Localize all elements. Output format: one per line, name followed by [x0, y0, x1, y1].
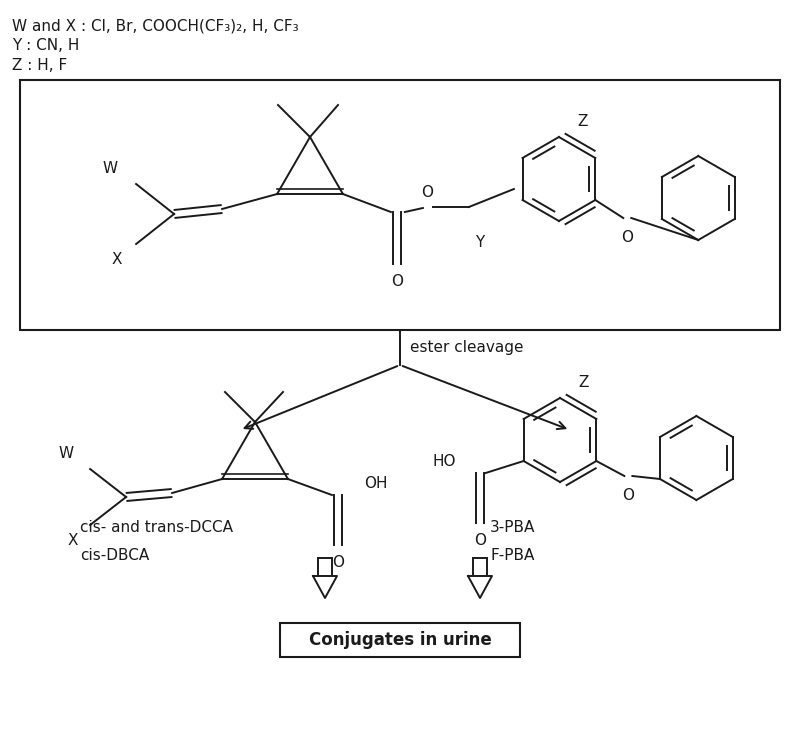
Text: HO: HO [432, 453, 456, 469]
FancyBboxPatch shape [473, 558, 487, 576]
Text: OH: OH [364, 475, 388, 491]
FancyBboxPatch shape [318, 558, 332, 576]
Text: 3-PBA: 3-PBA [490, 520, 535, 535]
Text: W and X : Cl, Br, COOCH(CF₃)₂, H, CF₃: W and X : Cl, Br, COOCH(CF₃)₂, H, CF₃ [12, 18, 299, 33]
Text: Z: Z [577, 114, 587, 129]
Polygon shape [313, 576, 337, 598]
Text: cis-DBCA: cis-DBCA [80, 548, 149, 563]
Polygon shape [468, 576, 492, 598]
Text: F-PBA: F-PBA [490, 548, 534, 563]
Text: Z: Z [578, 375, 589, 390]
Text: O: O [622, 230, 634, 245]
Text: W: W [59, 446, 74, 461]
Text: X: X [111, 252, 122, 267]
Text: cis- and trans-DCCA: cis- and trans-DCCA [80, 520, 233, 535]
Text: W: W [103, 161, 118, 176]
Text: Y: Y [475, 235, 484, 250]
Text: O: O [332, 555, 344, 570]
Text: O: O [622, 488, 634, 503]
FancyBboxPatch shape [280, 623, 520, 657]
Text: O: O [421, 185, 433, 200]
Text: Y : CN, H: Y : CN, H [12, 38, 79, 53]
Text: O: O [391, 274, 403, 289]
Text: X: X [67, 533, 78, 548]
Text: Conjugates in urine: Conjugates in urine [308, 631, 491, 649]
Text: ester cleavage: ester cleavage [410, 340, 524, 354]
Text: O: O [473, 533, 485, 548]
Text: Z : H, F: Z : H, F [12, 58, 67, 73]
